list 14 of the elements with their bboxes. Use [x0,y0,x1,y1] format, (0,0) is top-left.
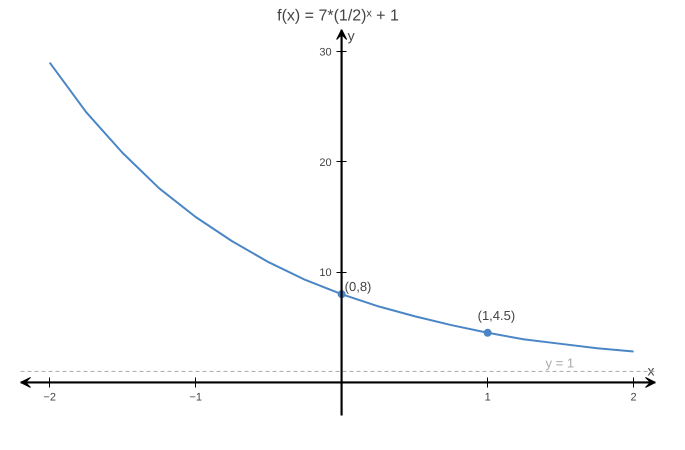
ref-line-label: y = 1 [546,355,574,370]
y-tick-label: 30 [319,46,332,59]
y-tick-label: 20 [319,156,332,169]
x-tick-label: 1 [484,391,491,404]
annotation: (0,8) [344,279,372,294]
y-tick-label: 10 [319,267,332,280]
x-tick-label: 2 [630,391,637,404]
x-tick-label: −1 [189,391,202,404]
chart-title: f(x) = 7*(1/2)ˣ + 1 [277,8,399,24]
line-series [48,62,635,353]
x-tick-label: −2 [43,391,56,404]
y-axis-title: y [348,28,355,44]
annotation: (1,4.5) [478,308,516,323]
x-axis-title: x [648,362,654,378]
